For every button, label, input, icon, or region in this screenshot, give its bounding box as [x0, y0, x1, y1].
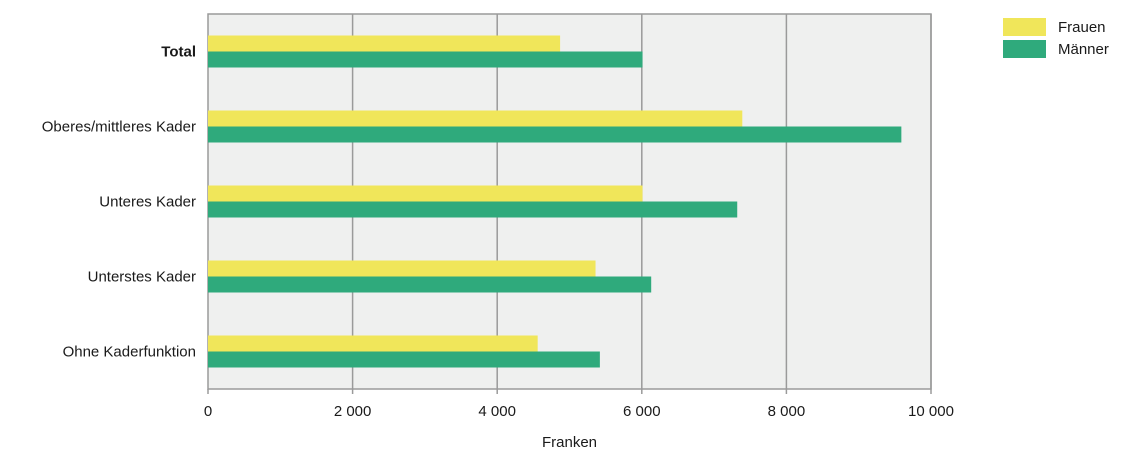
bar-frauen: [208, 185, 643, 202]
bar-m-nner: [208, 126, 902, 143]
x-tick-label: 10 000: [908, 403, 954, 420]
bar-m-nner: [208, 201, 738, 218]
category-label: Ohne Kaderfunktion: [63, 344, 196, 361]
legend-label: Frauen: [1058, 19, 1106, 36]
legend: Frauen Männer: [1003, 18, 1109, 58]
bar-m-nner: [208, 276, 652, 293]
bar-m-nner: [208, 51, 643, 68]
legend-swatch: [1003, 40, 1046, 58]
category-labels: Total Oberes/mittleres Kader Unteres Kader…: [42, 44, 196, 361]
x-tick-label: 2 000: [334, 403, 372, 420]
bar-frauen: [208, 35, 561, 52]
category-label: Unterstes Kader: [88, 269, 196, 286]
x-axis: 0 2 000 4 000 6 000 8 000 10 000: [204, 389, 954, 420]
bar-frauen: [208, 260, 596, 277]
x-tick-label: 6 000: [623, 403, 661, 420]
bars: [208, 35, 902, 368]
category-label: Total: [161, 44, 196, 61]
category-label: Unteres Kader: [99, 194, 196, 211]
legend-label: Männer: [1058, 41, 1109, 58]
bar-frauen: [208, 110, 743, 127]
category-label: Oberes/mittleres Kader: [42, 119, 196, 136]
legend-swatch: [1003, 18, 1046, 36]
x-tick-label: 8 000: [768, 403, 806, 420]
bar-m-nner: [208, 351, 600, 368]
bar-frauen: [208, 335, 538, 352]
x-tick-label: 0: [204, 403, 212, 420]
x-axis-title: Franken: [542, 434, 597, 449]
x-tick-label: 4 000: [478, 403, 516, 420]
